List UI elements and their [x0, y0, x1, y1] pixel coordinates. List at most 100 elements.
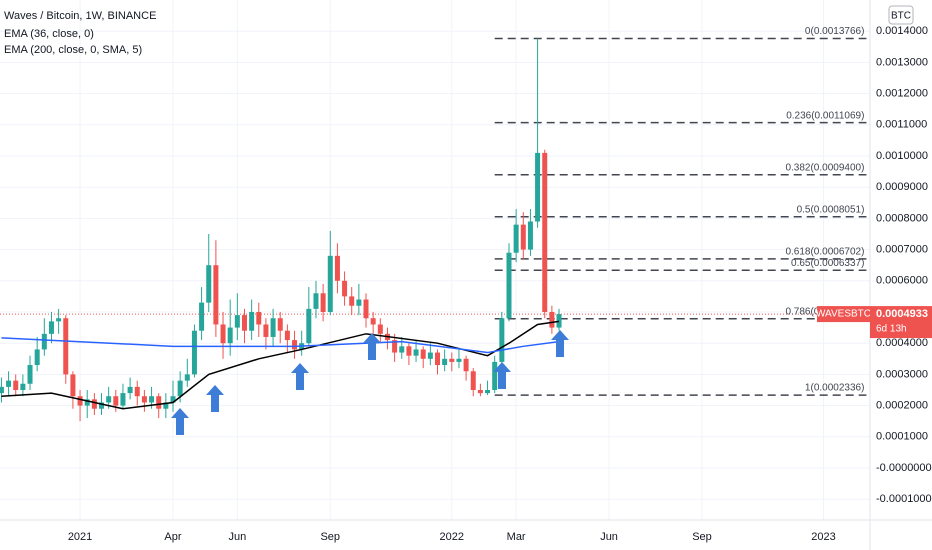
candle-body [220, 324, 226, 344]
candle-body [492, 361, 498, 390]
y-tick-label: 0.0007000 [876, 244, 928, 256]
candle-body [556, 314, 562, 328]
candle-body [420, 349, 426, 359]
candle-body [13, 380, 19, 390]
currency-label[interactable]: BTC [891, 11, 911, 22]
fib-label: 0.5(0.0008051) [797, 204, 865, 215]
y-tick-label: 0.0011000 [876, 119, 927, 131]
candle-body [292, 340, 298, 350]
candle-body [527, 221, 533, 250]
candle-body [463, 358, 469, 372]
y-tick-label: 0.0001000 [876, 431, 928, 443]
candle-body [113, 396, 119, 406]
up-arrow [551, 330, 569, 357]
symbol-tag: WAVESBTC [816, 309, 871, 320]
y-tick-label: 0.0014000 [876, 25, 928, 37]
fib-label: 0(0.0013766) [805, 26, 865, 37]
candle-body [120, 393, 126, 406]
candle-body [263, 324, 269, 337]
y-tick-label: 0.0003000 [876, 368, 928, 380]
candle-body [191, 330, 197, 375]
candle-body [27, 365, 33, 384]
y-tick-label: 0.0002000 [876, 399, 928, 411]
candle-body [349, 296, 355, 306]
y-tick-label: 0.0006000 [876, 275, 928, 287]
candle-body [413, 349, 419, 356]
fib-label: 0.382(0.0009400) [785, 162, 864, 173]
up-arrow [206, 385, 224, 412]
ema-line [1, 320, 560, 410]
candle-body [70, 374, 76, 397]
candle-body [377, 324, 383, 334]
x-tick-label: 2021 [68, 531, 92, 543]
x-tick-label: Jun [600, 531, 618, 543]
x-tick-label: 2023 [811, 531, 835, 543]
ema-line [1, 337, 560, 354]
y-tick-label: -0.0001000 [876, 493, 932, 505]
candle-body [284, 330, 290, 341]
candle-body [227, 327, 233, 344]
candle-body [234, 315, 240, 328]
candle-body [156, 396, 162, 409]
candle-body [20, 383, 26, 390]
candle-body [542, 152, 548, 312]
last-price-label: 0.0004933 [876, 308, 928, 320]
candle-body [77, 396, 83, 406]
y-tick-label: 0.0008000 [876, 212, 928, 224]
candle-body [170, 396, 176, 403]
candle-body [520, 224, 526, 250]
candle-body [320, 293, 326, 312]
fib-label: 1(0.0002336) [805, 383, 865, 394]
candle-body [477, 389, 483, 394]
y-tick-label: 0.0004000 [876, 337, 928, 349]
y-tick-label: -0.0000000 [876, 462, 932, 474]
candle-body [485, 389, 491, 394]
currency-button[interactable] [888, 5, 914, 25]
fib-label: 0.65(0.0006337) [791, 258, 864, 269]
candle-body [442, 358, 448, 366]
candle-body [141, 396, 147, 403]
candle-body [256, 311, 262, 325]
candle-body [363, 299, 369, 319]
last-price-bg [870, 306, 932, 339]
candle-body [99, 402, 105, 409]
candle-body [370, 318, 376, 325]
candle-body [270, 318, 276, 337]
candle-body [456, 358, 462, 362]
legend-entry: EMA (36, close, 0) [4, 28, 94, 40]
x-tick-label: Jun [228, 531, 246, 543]
candle-body [6, 380, 12, 387]
candle-body [399, 346, 405, 353]
legend-entry: EMA (200, close, 0, SMA, 5) [4, 44, 142, 56]
candle-body [449, 358, 455, 362]
candle-body [549, 311, 555, 328]
candle-body [149, 396, 155, 403]
x-tick-label: Apr [164, 531, 181, 543]
candle-body [127, 386, 133, 394]
grid [0, 0, 870, 520]
y-tick-label: 0.0010000 [876, 150, 928, 162]
candle-body [48, 321, 54, 334]
price-tag: WAVESBTC 0.0004933 6d 13h [816, 306, 932, 339]
x-tick-label: Sep [692, 531, 712, 543]
candle-body [356, 299, 362, 306]
candle-body [249, 311, 255, 331]
candle-body [199, 302, 205, 331]
candle-body [277, 318, 283, 331]
candle-body [206, 265, 212, 303]
candle-body [306, 308, 312, 344]
candle-body [184, 374, 190, 381]
arrows [171, 330, 569, 435]
candle-body [513, 224, 519, 253]
candle-body [56, 318, 62, 322]
fib-label: 0.236(0.0011069) [786, 110, 864, 121]
candle-body [470, 371, 476, 390]
candle-body [241, 315, 247, 331]
y-tick-label: 0.0009000 [876, 181, 928, 193]
candle-body [406, 346, 412, 356]
candle-body [506, 252, 512, 319]
candle-body [334, 255, 340, 281]
candle-body [106, 396, 112, 403]
